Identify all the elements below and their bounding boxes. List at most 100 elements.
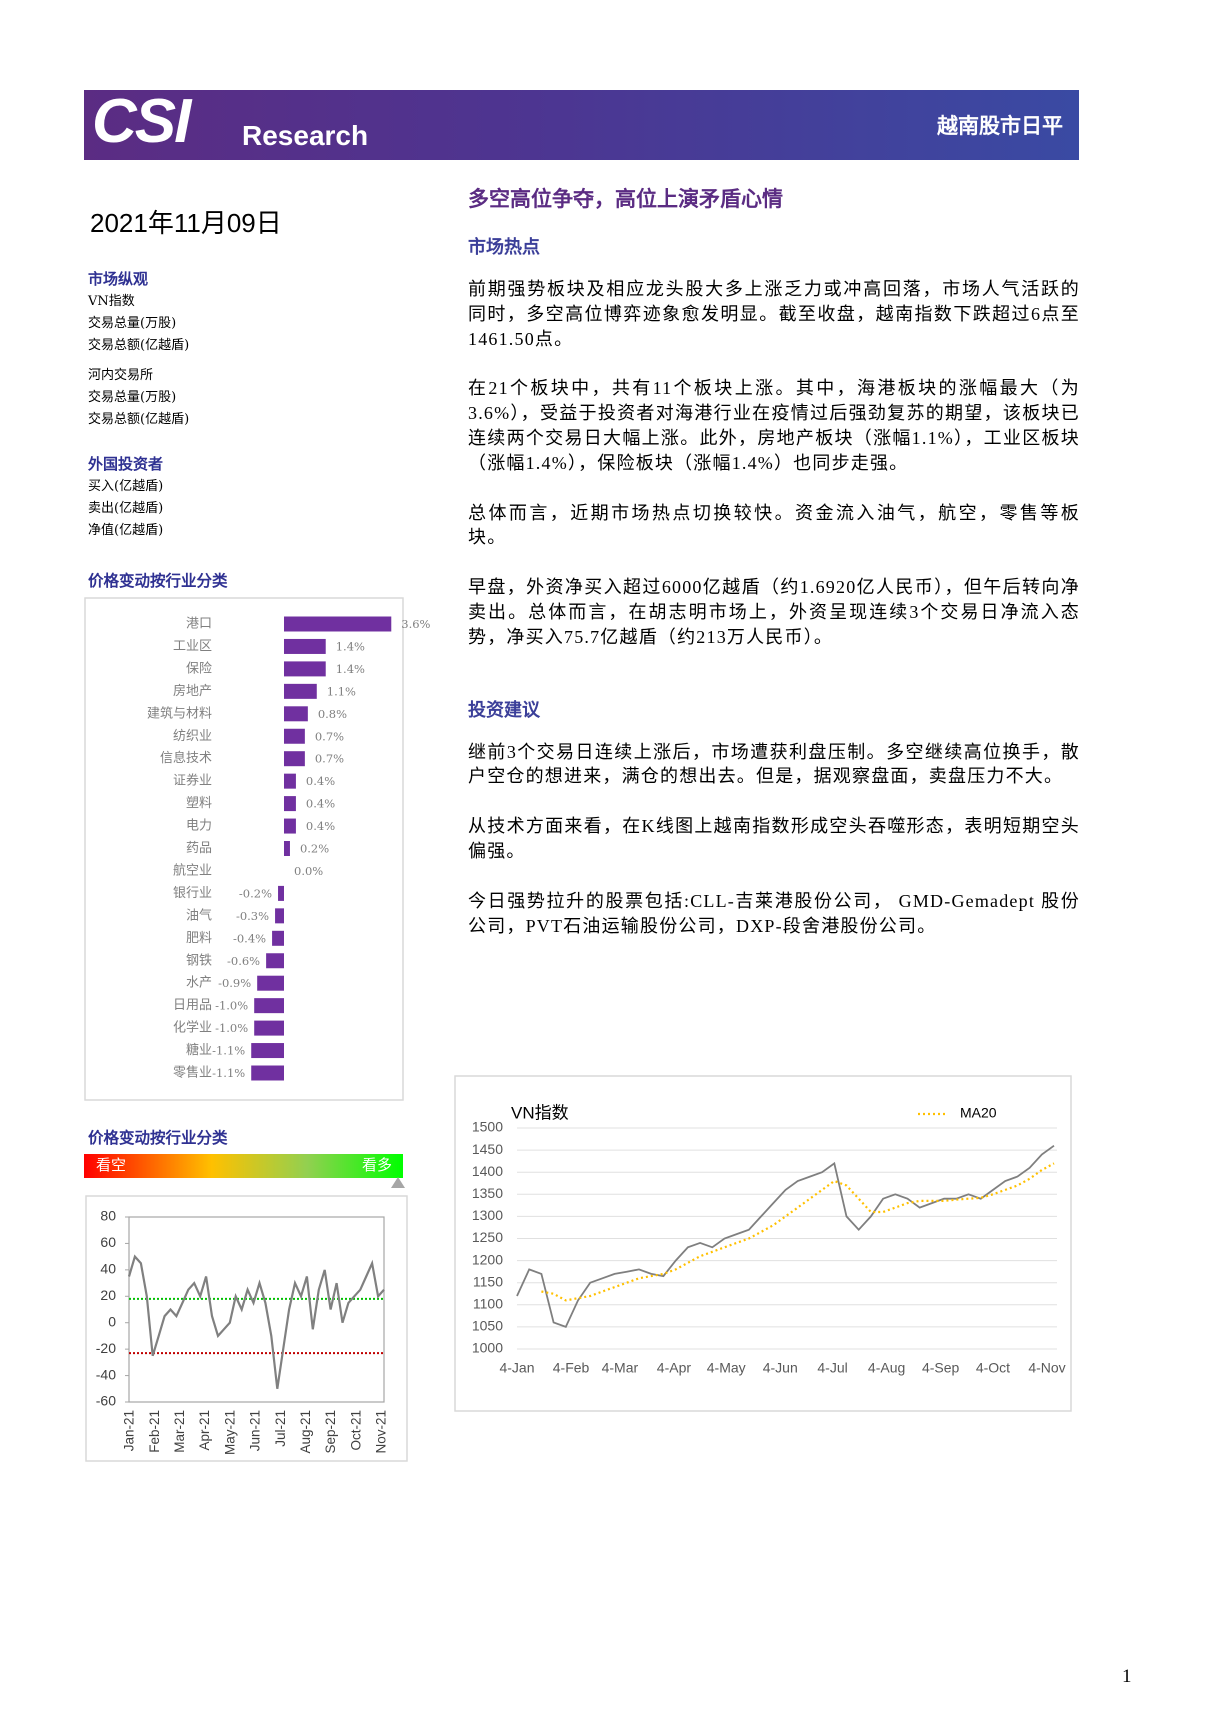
value-label: -0.4% [233, 931, 266, 945]
x-tick-label: Mar-21 [172, 1410, 187, 1453]
category-label: 零售业 [173, 1065, 212, 1081]
category-label: 水产 [186, 976, 212, 991]
bar [284, 683, 317, 699]
value-label: 0.7% [315, 752, 344, 766]
chart-title: VN指数 [511, 1103, 569, 1122]
bar [284, 841, 290, 856]
category-label: 保险 [186, 661, 212, 676]
chart-title: 价格变动按行业分类 [88, 1128, 228, 1147]
value-label: -1.0% [215, 1021, 248, 1035]
ma-line [541, 1162, 1055, 1302]
category-label: 工业区 [173, 639, 212, 654]
table-header-cell: 市场纵观 [88, 271, 149, 288]
value-label: 0.4% [306, 774, 335, 788]
x-tick-label: 4-Aug [868, 1360, 905, 1376]
table-cell: 买入(亿越盾) [88, 479, 164, 494]
y-tick-label: -60 [96, 1393, 116, 1409]
section-title: 投资建议 [468, 699, 540, 720]
index-line [516, 1144, 1055, 1329]
page-number: 1 [1122, 1666, 1132, 1687]
category-label: 化学业 [173, 1020, 212, 1036]
table-cell: 交易总量(万股) [88, 316, 177, 331]
y-tick-label: 20 [100, 1287, 116, 1303]
bar [251, 1043, 284, 1059]
y-tick-label: 1050 [472, 1318, 503, 1334]
report-title: 越南股市日平 [937, 115, 1063, 138]
x-tick-label: 4-Nov [1028, 1360, 1065, 1376]
x-tick-label: Jul-21 [273, 1410, 288, 1447]
table-cell: VN指数 [88, 294, 135, 309]
table-cell: 交易总量(万股) [88, 390, 177, 405]
category-label: 肥料 [186, 931, 212, 946]
category-label: 银行业 [173, 886, 212, 901]
sentiment-chart-frame [85, 1195, 408, 1462]
category-label: 糖业 [186, 1042, 212, 1058]
bar [284, 818, 296, 834]
bar [284, 796, 296, 812]
value-label: 0.4% [306, 797, 335, 811]
x-tick-label: 4-Apr [657, 1360, 692, 1376]
brand: Research [242, 120, 369, 151]
bar [284, 638, 326, 654]
y-tick-label: 0 [108, 1313, 116, 1329]
scale-label: 看多 [362, 1156, 392, 1174]
table-cell: 交易总额(亿越盾) [88, 338, 190, 353]
category-label: 证券业 [173, 773, 212, 789]
bar [272, 930, 284, 946]
x-tick-label: 4-Feb [553, 1360, 590, 1376]
table-cell: 河内交易所 [88, 368, 154, 383]
bar [284, 728, 305, 744]
category-label: 塑料 [186, 796, 212, 811]
category-label: 药品 [186, 841, 212, 856]
x-tick-label: Feb-21 [147, 1410, 162, 1453]
category-label: 钢铁 [186, 953, 212, 968]
y-tick-label: -20 [96, 1340, 116, 1356]
x-tick-label: 4-Mar [602, 1360, 639, 1376]
table-cell: 净值(亿越盾) [88, 523, 164, 538]
x-tick-label: Oct-21 [348, 1410, 363, 1451]
y-tick-label: 1400 [472, 1163, 503, 1179]
y-tick-label: 1350 [472, 1185, 503, 1201]
table-cell: 卖出(亿越盾) [88, 501, 164, 516]
category-label: 日用品 [173, 998, 212, 1013]
report-date: 2021年11月09日 [90, 208, 282, 238]
x-tick-label: 4-Sep [922, 1360, 960, 1376]
value-label: -0.9% [218, 976, 251, 990]
value-label: 3.6% [401, 617, 430, 631]
paragraph: 早盘，外资净买入超过6000亿越盾（约1.6920亿人民币），但午后转向净卖出。… [468, 577, 1080, 647]
bar [284, 751, 305, 767]
category-label: 信息技术 [160, 750, 212, 766]
header-banner: CSI Research 越南股市日平 [84, 87, 1079, 160]
bar [266, 953, 284, 969]
sector-chart-frame [84, 597, 404, 1101]
y-tick-label: -40 [96, 1366, 116, 1382]
value-label: -0.2% [239, 886, 272, 900]
bar [284, 616, 392, 632]
bar [284, 773, 296, 789]
value-label: -0.6% [227, 954, 260, 968]
paragraph: 从技术方面来看，在K线图上越南指数形成空头吞噬形态，表明短期空头偏强。 [468, 816, 1080, 861]
category-label: 航空业 [173, 862, 212, 878]
value-label: -1.0% [215, 999, 248, 1013]
category-label: 油气 [186, 907, 212, 923]
bar [254, 1020, 284, 1036]
chart-title: 价格变动按行业分类 [88, 571, 228, 590]
x-tick-label: Nov-21 [374, 1410, 389, 1454]
y-tick-label: 1450 [472, 1141, 503, 1157]
x-tick-label: Sep-21 [323, 1410, 338, 1454]
bar [278, 885, 284, 901]
value-label: 0.2% [300, 842, 329, 856]
paragraph: 今日强势拉升的股票包括:CLL-吉莱港股份公司， GMD-Gemadept 股份… [468, 890, 1080, 936]
table-header-cell: 外国投资者 [88, 456, 164, 473]
bar [251, 1065, 284, 1081]
sentiment-line [127, 1254, 385, 1389]
y-tick-label: 60 [100, 1234, 116, 1250]
value-label: 1.4% [336, 662, 365, 676]
paragraph: 继前3个交易日连续上涨后，市场遭获利盘压制。多空继续高位换手，散户空仓的想进来，… [468, 741, 1080, 787]
bar [254, 998, 284, 1014]
y-tick-label: 1150 [473, 1273, 503, 1289]
category-label: 港口 [186, 617, 212, 632]
category-label: 建筑与材料 [147, 705, 212, 721]
